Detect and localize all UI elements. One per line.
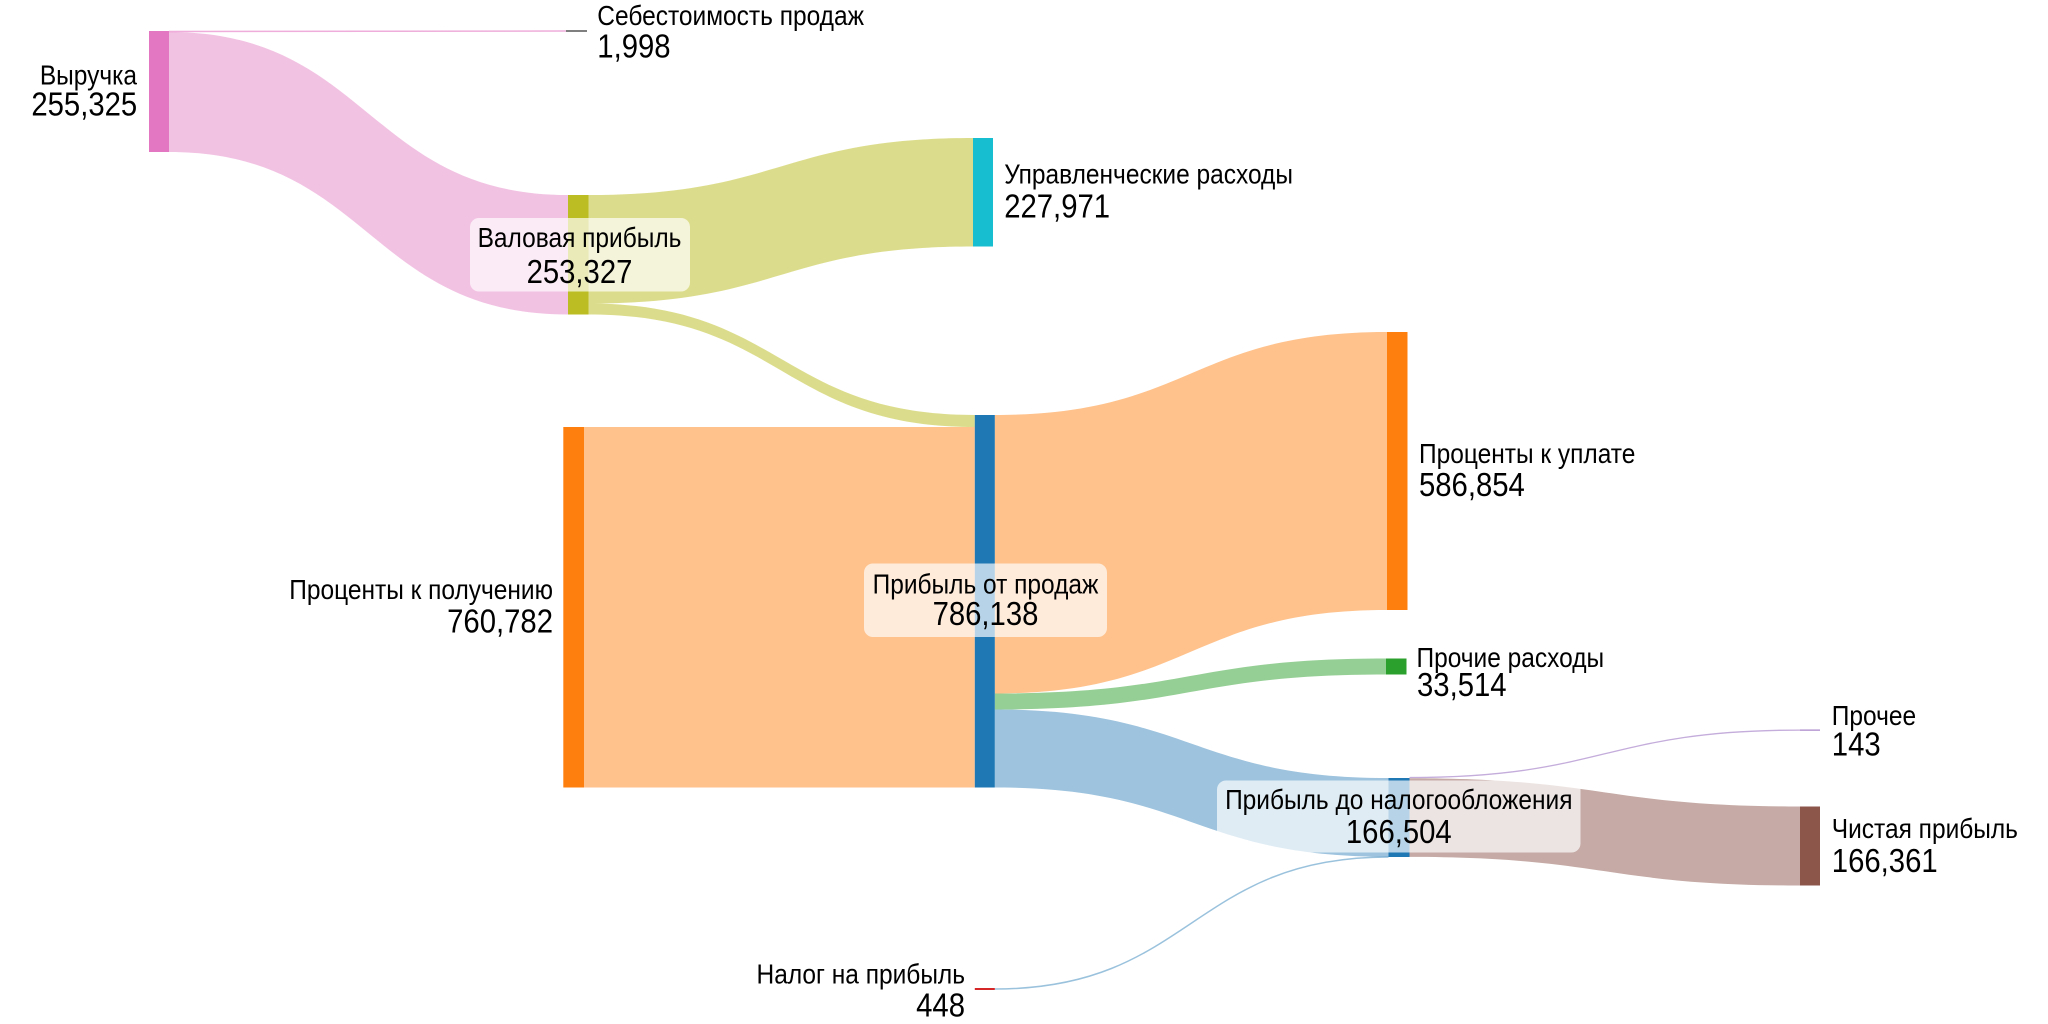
svg-text:253,327: 253,327 [527,253,633,290]
svg-text:Управленческие расходы: Управленческие расходы [1004,158,1293,190]
svg-text:143: 143 [1832,726,1881,763]
svg-text:Налог на прибыль: Налог на прибыль [757,958,965,990]
svg-text:Прибыль до налогообложения: Прибыль до налогообложения [1225,783,1572,815]
svg-text:586,854: 586,854 [1419,466,1525,503]
svg-text:Прочее: Прочее [1832,699,1916,731]
svg-text:Выручка: Выручка [40,59,138,91]
svg-text:Валовая прибыль: Валовая прибыль [478,221,682,253]
svg-text:Прибыль от продаж: Прибыль от продаж [873,568,1099,600]
svg-text:255,325: 255,325 [31,86,137,123]
svg-text:166,361: 166,361 [1832,842,1938,879]
svg-text:Проценты к уплате: Проценты к уплате [1419,437,1635,469]
svg-text:786,138: 786,138 [933,595,1039,632]
svg-text:760,782: 760,782 [447,603,553,640]
svg-text:Прочие расходы: Прочие расходы [1417,641,1605,673]
svg-text:227,971: 227,971 [1004,188,1110,225]
svg-text:1,998: 1,998 [597,27,670,64]
svg-text:33,514: 33,514 [1417,666,1507,703]
svg-text:448: 448 [916,987,965,1024]
svg-text:Проценты к получению: Проценты к получению [289,573,553,605]
svg-text:Себестоимость продаж: Себестоимость продаж [597,0,864,31]
svg-text:166,504: 166,504 [1346,813,1452,850]
svg-text:Чистая прибыль: Чистая прибыль [1832,812,2018,844]
